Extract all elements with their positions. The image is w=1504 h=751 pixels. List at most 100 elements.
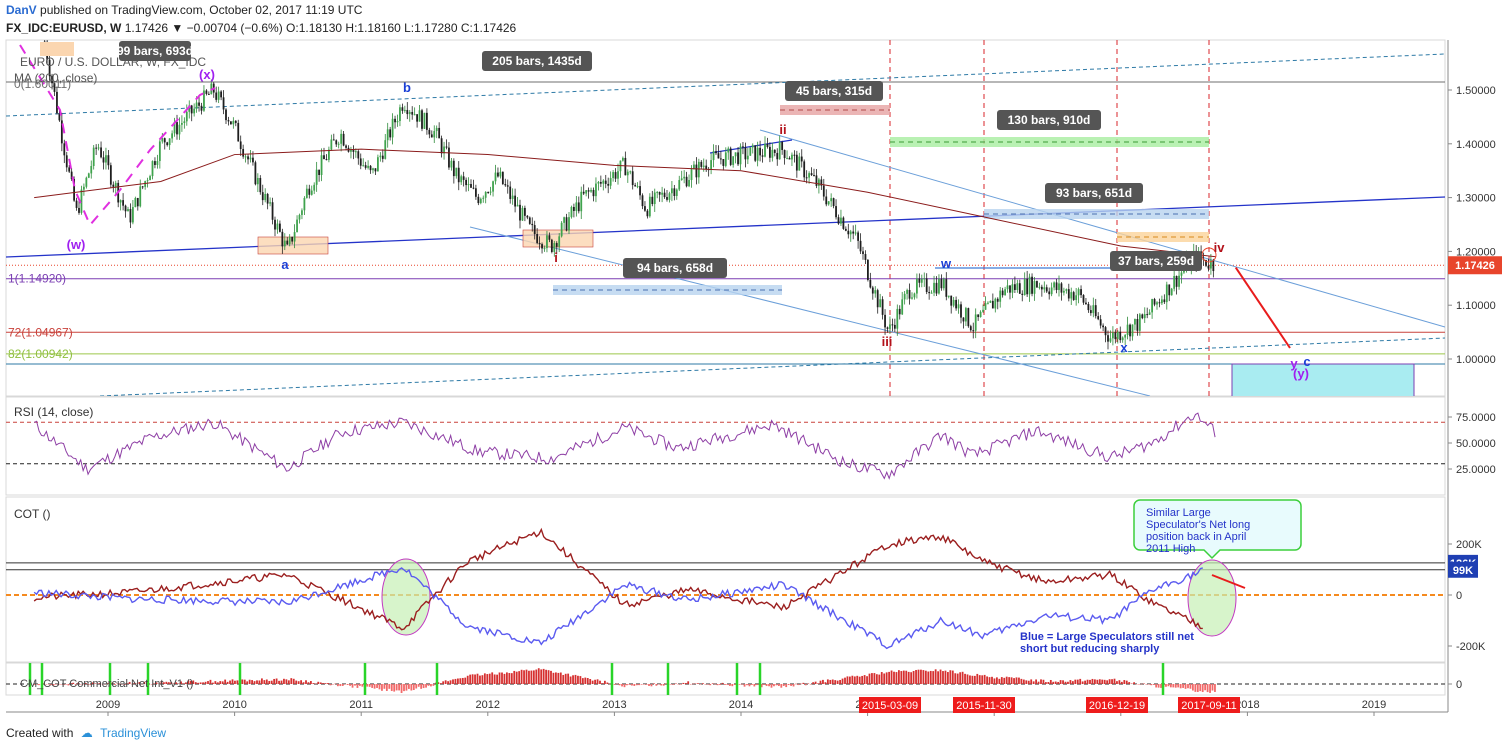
cm-bar [1103, 679, 1106, 684]
tradingview-link[interactable]: TradingView [100, 726, 167, 740]
tradingview-logo-icon[interactable]: ☁ [80, 726, 93, 740]
candle [1119, 331, 1122, 341]
cm-bar [623, 684, 626, 688]
cm-bar [1086, 679, 1089, 684]
series-name-label: EURO / U.S. DOLLAR, W, FX_IDC [20, 55, 206, 69]
symbol-label: FX_IDC:EURUSD, W [6, 21, 122, 35]
range-bar-94 [553, 285, 782, 295]
candle [849, 231, 852, 235]
candle [1021, 293, 1024, 295]
cot-tick-label: 200K [1456, 539, 1482, 551]
candle [479, 198, 482, 204]
projection-arrow [1234, 266, 1291, 349]
candle [864, 254, 867, 260]
candle [1116, 331, 1119, 340]
cm-bar [853, 676, 856, 684]
candle [460, 176, 463, 183]
cm-bar [638, 684, 641, 686]
candle [416, 114, 418, 122]
cm-bar [645, 684, 648, 685]
cm-bar [488, 673, 491, 684]
wave-label: ii [779, 122, 786, 137]
candle [639, 186, 641, 196]
candle [1099, 319, 1102, 326]
candle [898, 308, 901, 315]
cm-bar [915, 669, 917, 684]
candle [715, 151, 717, 154]
date-marker-badge [1178, 697, 1240, 713]
candle [1075, 295, 1078, 300]
measure-label: 205 bars, 1435d [492, 54, 581, 68]
cm-bar [35, 684, 38, 685]
candle [445, 146, 448, 148]
cm-bar [780, 684, 783, 688]
publish-info: published on TradingView.com, October 02… [40, 3, 363, 17]
cm-pane[interactable] [5, 662, 1446, 696]
cm-bar [878, 674, 881, 684]
cm-bar [1018, 677, 1020, 684]
cm-bar [802, 682, 805, 684]
rsi-pane[interactable] [5, 396, 1446, 496]
cm-bar [510, 673, 513, 684]
candle [504, 184, 507, 186]
cot-commercial-line [33, 527, 1203, 631]
cm-bar [216, 682, 219, 684]
callout-bottom-text: Blue = Large Speculators still net short … [1020, 631, 1194, 655]
candle [1180, 272, 1183, 276]
cm-bar [905, 670, 908, 684]
cm-bar [268, 680, 271, 684]
year-tick-label: 2011 [349, 699, 373, 711]
candle [859, 240, 862, 252]
ma-legend-label: MA (200, close) [14, 71, 97, 85]
candle [1072, 292, 1075, 300]
cm-bar [336, 684, 339, 687]
candle [800, 156, 803, 162]
rsi-line [33, 412, 1216, 480]
cm-bar [77, 682, 80, 684]
cm-bar [224, 679, 227, 684]
candle [550, 239, 553, 252]
candle [996, 298, 999, 302]
candle [477, 196, 480, 204]
cm-bar [996, 677, 998, 684]
cm-bar [694, 683, 697, 685]
candle [908, 289, 911, 299]
date-marker-label: 2016-12-19 [1089, 700, 1145, 712]
cm-bar [234, 680, 236, 684]
candle [614, 172, 617, 179]
cm-bar [96, 683, 99, 684]
cm-bar [491, 672, 494, 684]
author-link[interactable]: DanV [6, 3, 37, 17]
candle [962, 317, 965, 322]
candle [871, 287, 874, 294]
cm-bar [33, 684, 35, 685]
cm-bar [589, 679, 592, 684]
date-marker-label: 2015-03-09 [862, 700, 918, 712]
cm-bar [797, 684, 800, 686]
candle [470, 184, 472, 188]
candle [227, 120, 230, 122]
cm-bar [1199, 684, 1202, 692]
candle [413, 114, 416, 116]
candle [83, 186, 85, 190]
cm-bar [594, 679, 596, 684]
candle [281, 231, 284, 247]
year-tick-label: 2014 [729, 699, 753, 711]
candle [666, 197, 668, 200]
cm-bar [82, 684, 84, 685]
candle [440, 138, 443, 154]
cm-bar [62, 684, 65, 686]
cm-bar [753, 684, 756, 687]
candle [688, 180, 690, 187]
candle [234, 120, 237, 123]
cm-bar [385, 684, 388, 691]
candle [1082, 295, 1085, 303]
cm-bar [50, 684, 53, 686]
candle [693, 164, 695, 170]
candle [720, 158, 722, 160]
cm-bar [1096, 679, 1099, 684]
candle [617, 171, 619, 179]
candle [320, 155, 323, 176]
date-marker-label: 2017-09-11 [1181, 700, 1236, 712]
